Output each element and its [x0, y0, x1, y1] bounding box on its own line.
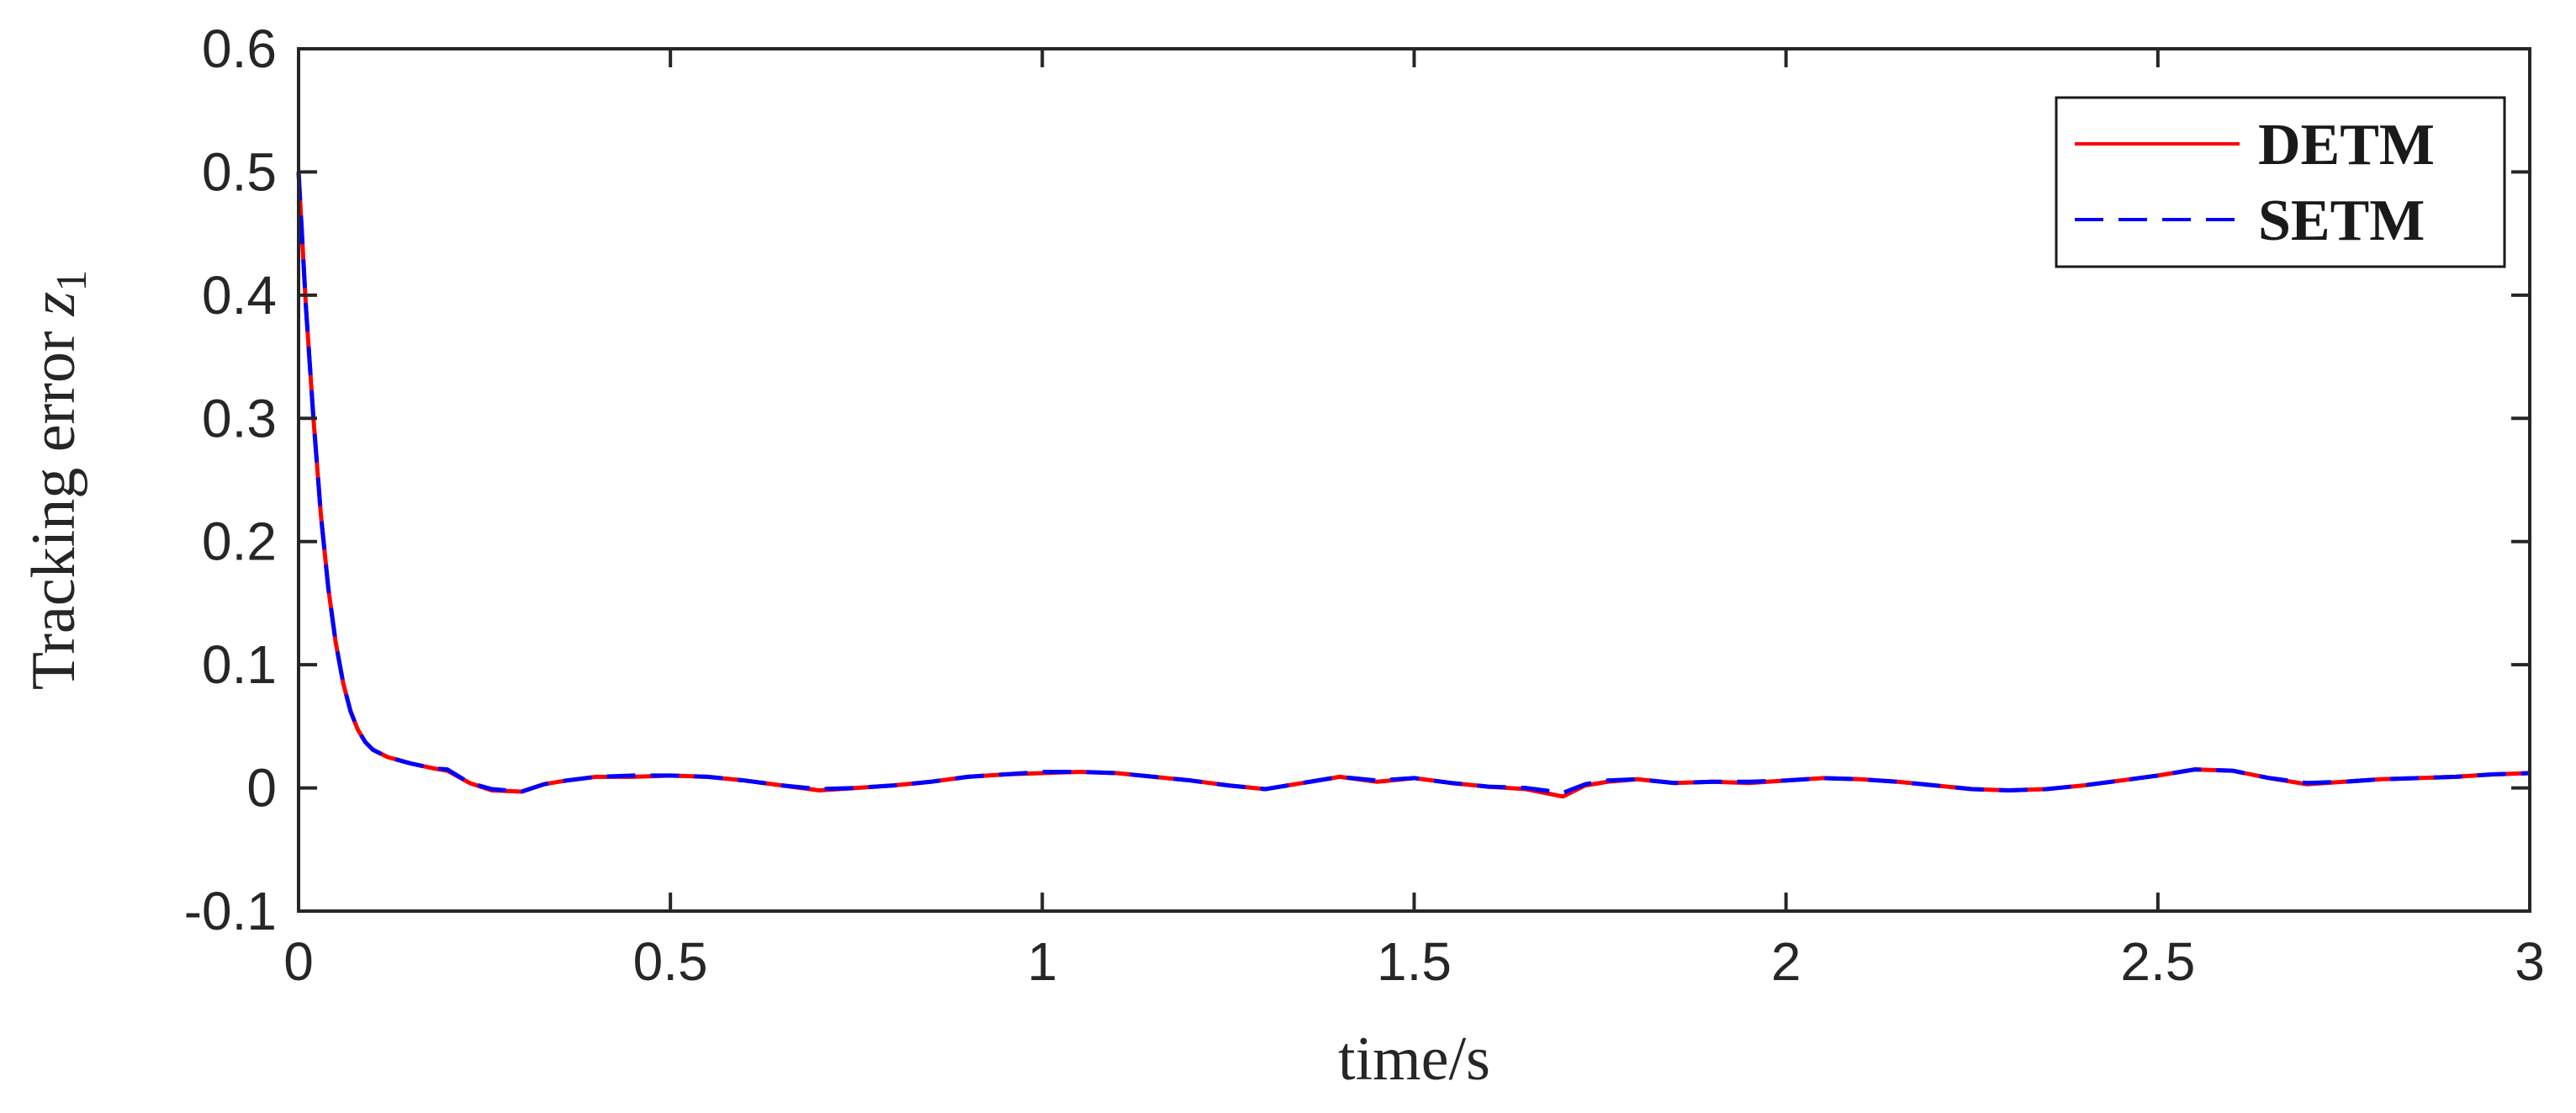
y-tick-label: 0.1	[202, 634, 277, 695]
y-axis-label-text: Tracking error	[19, 331, 88, 691]
series-line-setm	[296, 172, 2531, 795]
y-tick-label: 0	[246, 758, 277, 819]
legend-box	[2055, 96, 2506, 268]
y-axis-label-subscript: 1	[48, 270, 96, 292]
x-tick-label: 1	[1028, 931, 1058, 992]
y-axis-label: Tracking error z1	[19, 270, 96, 691]
x-axis-label: time/s	[1338, 1025, 1490, 1094]
y-tick-label: 0.2	[202, 511, 277, 572]
series-layer	[296, 172, 2531, 799]
legend-label-detm: DETM	[2258, 113, 2435, 178]
x-tick-label: 0.5	[633, 931, 708, 992]
y-tick-label: -0.1	[184, 881, 277, 941]
x-tick-label: 2.5	[2120, 931, 2195, 992]
y-tick-label: 0.5	[202, 141, 277, 202]
x-tick-label: 0	[283, 931, 314, 992]
y-tick-label: 0.6	[202, 19, 277, 79]
x-tick-label: 1.5	[1377, 931, 1452, 992]
axes-box	[297, 47, 2531, 913]
legend-label-setm: SETM	[2258, 188, 2425, 253]
y-tick-label: 0.3	[202, 388, 277, 448]
y-tick-label: 0.4	[202, 265, 277, 326]
x-tick-label: 3	[2515, 931, 2545, 992]
y-axis-label-variable: z	[19, 292, 88, 317]
legend: DETM SETM	[2055, 96, 2506, 268]
tick-layer: 0 0.5 1 1.5 2 2.5 3-0.100.10.20.30.40.50.6	[184, 19, 2545, 992]
x-tick-label: 2	[1771, 931, 1801, 992]
